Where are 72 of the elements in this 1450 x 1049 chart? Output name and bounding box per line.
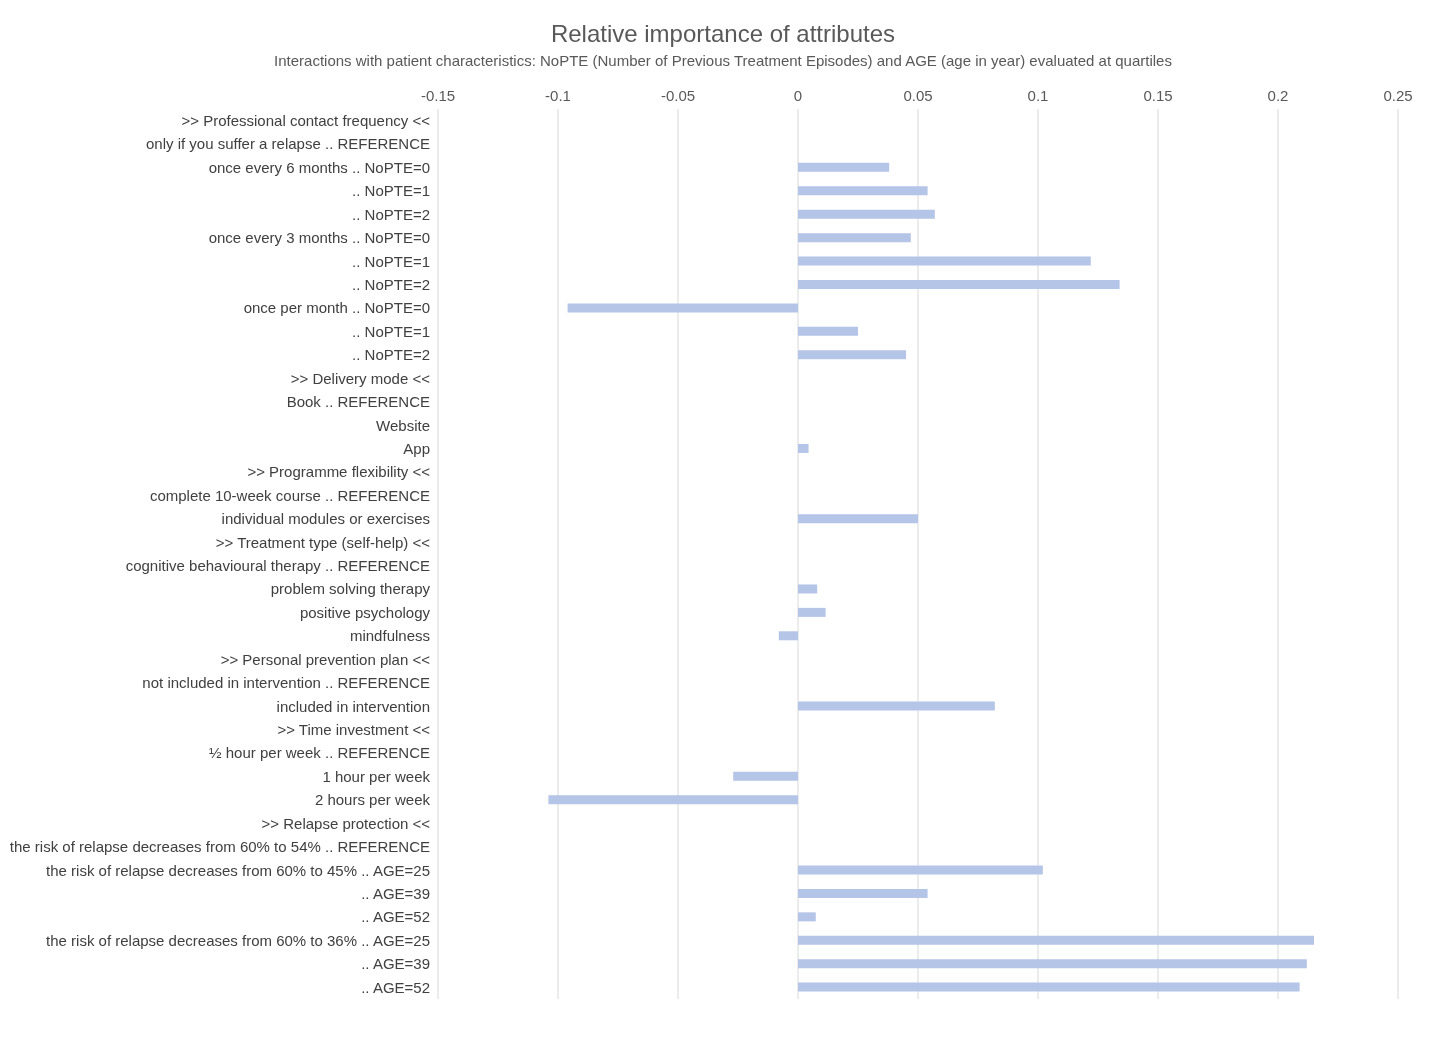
y-tick-label: .. AGE=52 bbox=[361, 908, 430, 926]
y-tick-label: Book .. REFERENCE bbox=[286, 393, 430, 411]
y-tick-label: mindfulness bbox=[349, 627, 430, 645]
x-tick-label: 0.05 bbox=[903, 87, 933, 104]
y-tick-label: >> Personal prevention plan << bbox=[220, 650, 431, 668]
y-tick-label: once per month .. NoPTE=0 bbox=[243, 299, 430, 317]
bar bbox=[798, 935, 1314, 945]
x-tick-label: -0.1 bbox=[545, 87, 571, 104]
bar bbox=[798, 233, 911, 243]
y-tick-label: positive psychology bbox=[299, 603, 431, 621]
y-tick-label: the risk of relapse decreases from 60% to 45% .. AGE=25 bbox=[46, 861, 430, 879]
bar bbox=[798, 443, 809, 453]
y-tick-label: complete 10-week course .. REFERENCE bbox=[149, 486, 430, 504]
y-tick-label: >> Programme flexibility << bbox=[247, 463, 431, 481]
y-tick-label: the risk of relapse decreases from 60% to 36% .. AGE=25 bbox=[46, 931, 430, 949]
bar bbox=[798, 186, 928, 196]
bar bbox=[798, 350, 906, 360]
bar bbox=[778, 631, 798, 641]
y-tick-label: cognitive behavioural therapy .. REFERENCE bbox=[125, 557, 430, 575]
y-tick-label: .. AGE=52 bbox=[361, 978, 430, 996]
bar bbox=[548, 795, 798, 805]
y-tick-label: .. AGE=39 bbox=[361, 955, 430, 973]
bar bbox=[798, 701, 995, 711]
y-tick-label: once every 6 months .. NoPTE=0 bbox=[208, 158, 430, 176]
bar bbox=[798, 514, 918, 524]
y-tick-label: .. NoPTE=2 bbox=[352, 205, 430, 223]
y-tick-label: .. NoPTE=1 bbox=[352, 322, 430, 340]
x-tick-label: 0.2 bbox=[1267, 87, 1289, 104]
x-tick-label: 0.1 bbox=[1027, 87, 1049, 104]
bar bbox=[798, 607, 826, 617]
chart-subtitle: Interactions with patient characteristics: NoPTE (Number of Previous Treatment Episodes) and AGE (age in year) evaluated at quartiles bbox=[273, 52, 1173, 69]
x-tick-label: 0.25 bbox=[1383, 87, 1413, 104]
bar bbox=[798, 912, 816, 922]
y-tick-label: .. NoPTE=1 bbox=[352, 252, 430, 270]
y-tick-label: >> Treatment type (self-help) << bbox=[215, 533, 431, 551]
y-tick-label: only if you suffer a relapse .. REFERENCE bbox=[145, 135, 430, 153]
chart-title: Relative importance of attributes bbox=[549, 20, 897, 48]
y-tick-label: .. NoPTE=1 bbox=[352, 182, 430, 200]
y-tick-label: once every 3 months .. NoPTE=0 bbox=[208, 229, 430, 247]
bar bbox=[798, 584, 818, 594]
y-tick-label: ½ hour per week .. REFERENCE bbox=[209, 744, 430, 762]
bar bbox=[798, 256, 1091, 266]
x-tick-label: -0.05 bbox=[660, 87, 696, 104]
y-tick-label: 2 hours per week bbox=[314, 791, 431, 809]
bar bbox=[798, 162, 890, 172]
bar bbox=[733, 771, 798, 781]
y-tick-label: individual modules or exercises bbox=[221, 510, 430, 528]
bar bbox=[798, 209, 935, 219]
y-tick-label: .. NoPTE=2 bbox=[352, 275, 430, 293]
bar bbox=[798, 982, 1300, 992]
y-tick-label: >> Professional contact frequency << bbox=[181, 112, 431, 130]
y-tick-label: the risk of relapse decreases from 60% to 54% .. REFERENCE bbox=[9, 838, 430, 856]
x-tick-label: -0.15 bbox=[420, 87, 456, 104]
bar bbox=[798, 326, 858, 336]
bar bbox=[798, 959, 1307, 969]
x-tick-label: 0 bbox=[793, 87, 803, 104]
bar bbox=[798, 279, 1120, 289]
y-tick-label: not included in intervention .. REFERENCE bbox=[142, 674, 430, 692]
bar bbox=[798, 865, 1043, 875]
y-tick-label: >> Time investment << bbox=[277, 720, 431, 738]
x-tick-label: 0.15 bbox=[1143, 87, 1173, 104]
y-tick-label: .. AGE=39 bbox=[361, 884, 430, 902]
y-tick-label: App bbox=[403, 439, 430, 457]
y-tick-label: .. NoPTE=2 bbox=[352, 346, 430, 364]
y-tick-label: 1 hour per week bbox=[322, 767, 431, 785]
bar bbox=[798, 888, 928, 898]
y-tick-label: included in intervention bbox=[276, 697, 430, 715]
y-tick-label: problem solving therapy bbox=[270, 580, 431, 598]
y-tick-label: >> Relapse protection << bbox=[261, 814, 431, 832]
y-tick-label: Website bbox=[376, 416, 430, 434]
bar bbox=[567, 303, 798, 313]
y-tick-label: >> Delivery mode << bbox=[290, 369, 431, 387]
